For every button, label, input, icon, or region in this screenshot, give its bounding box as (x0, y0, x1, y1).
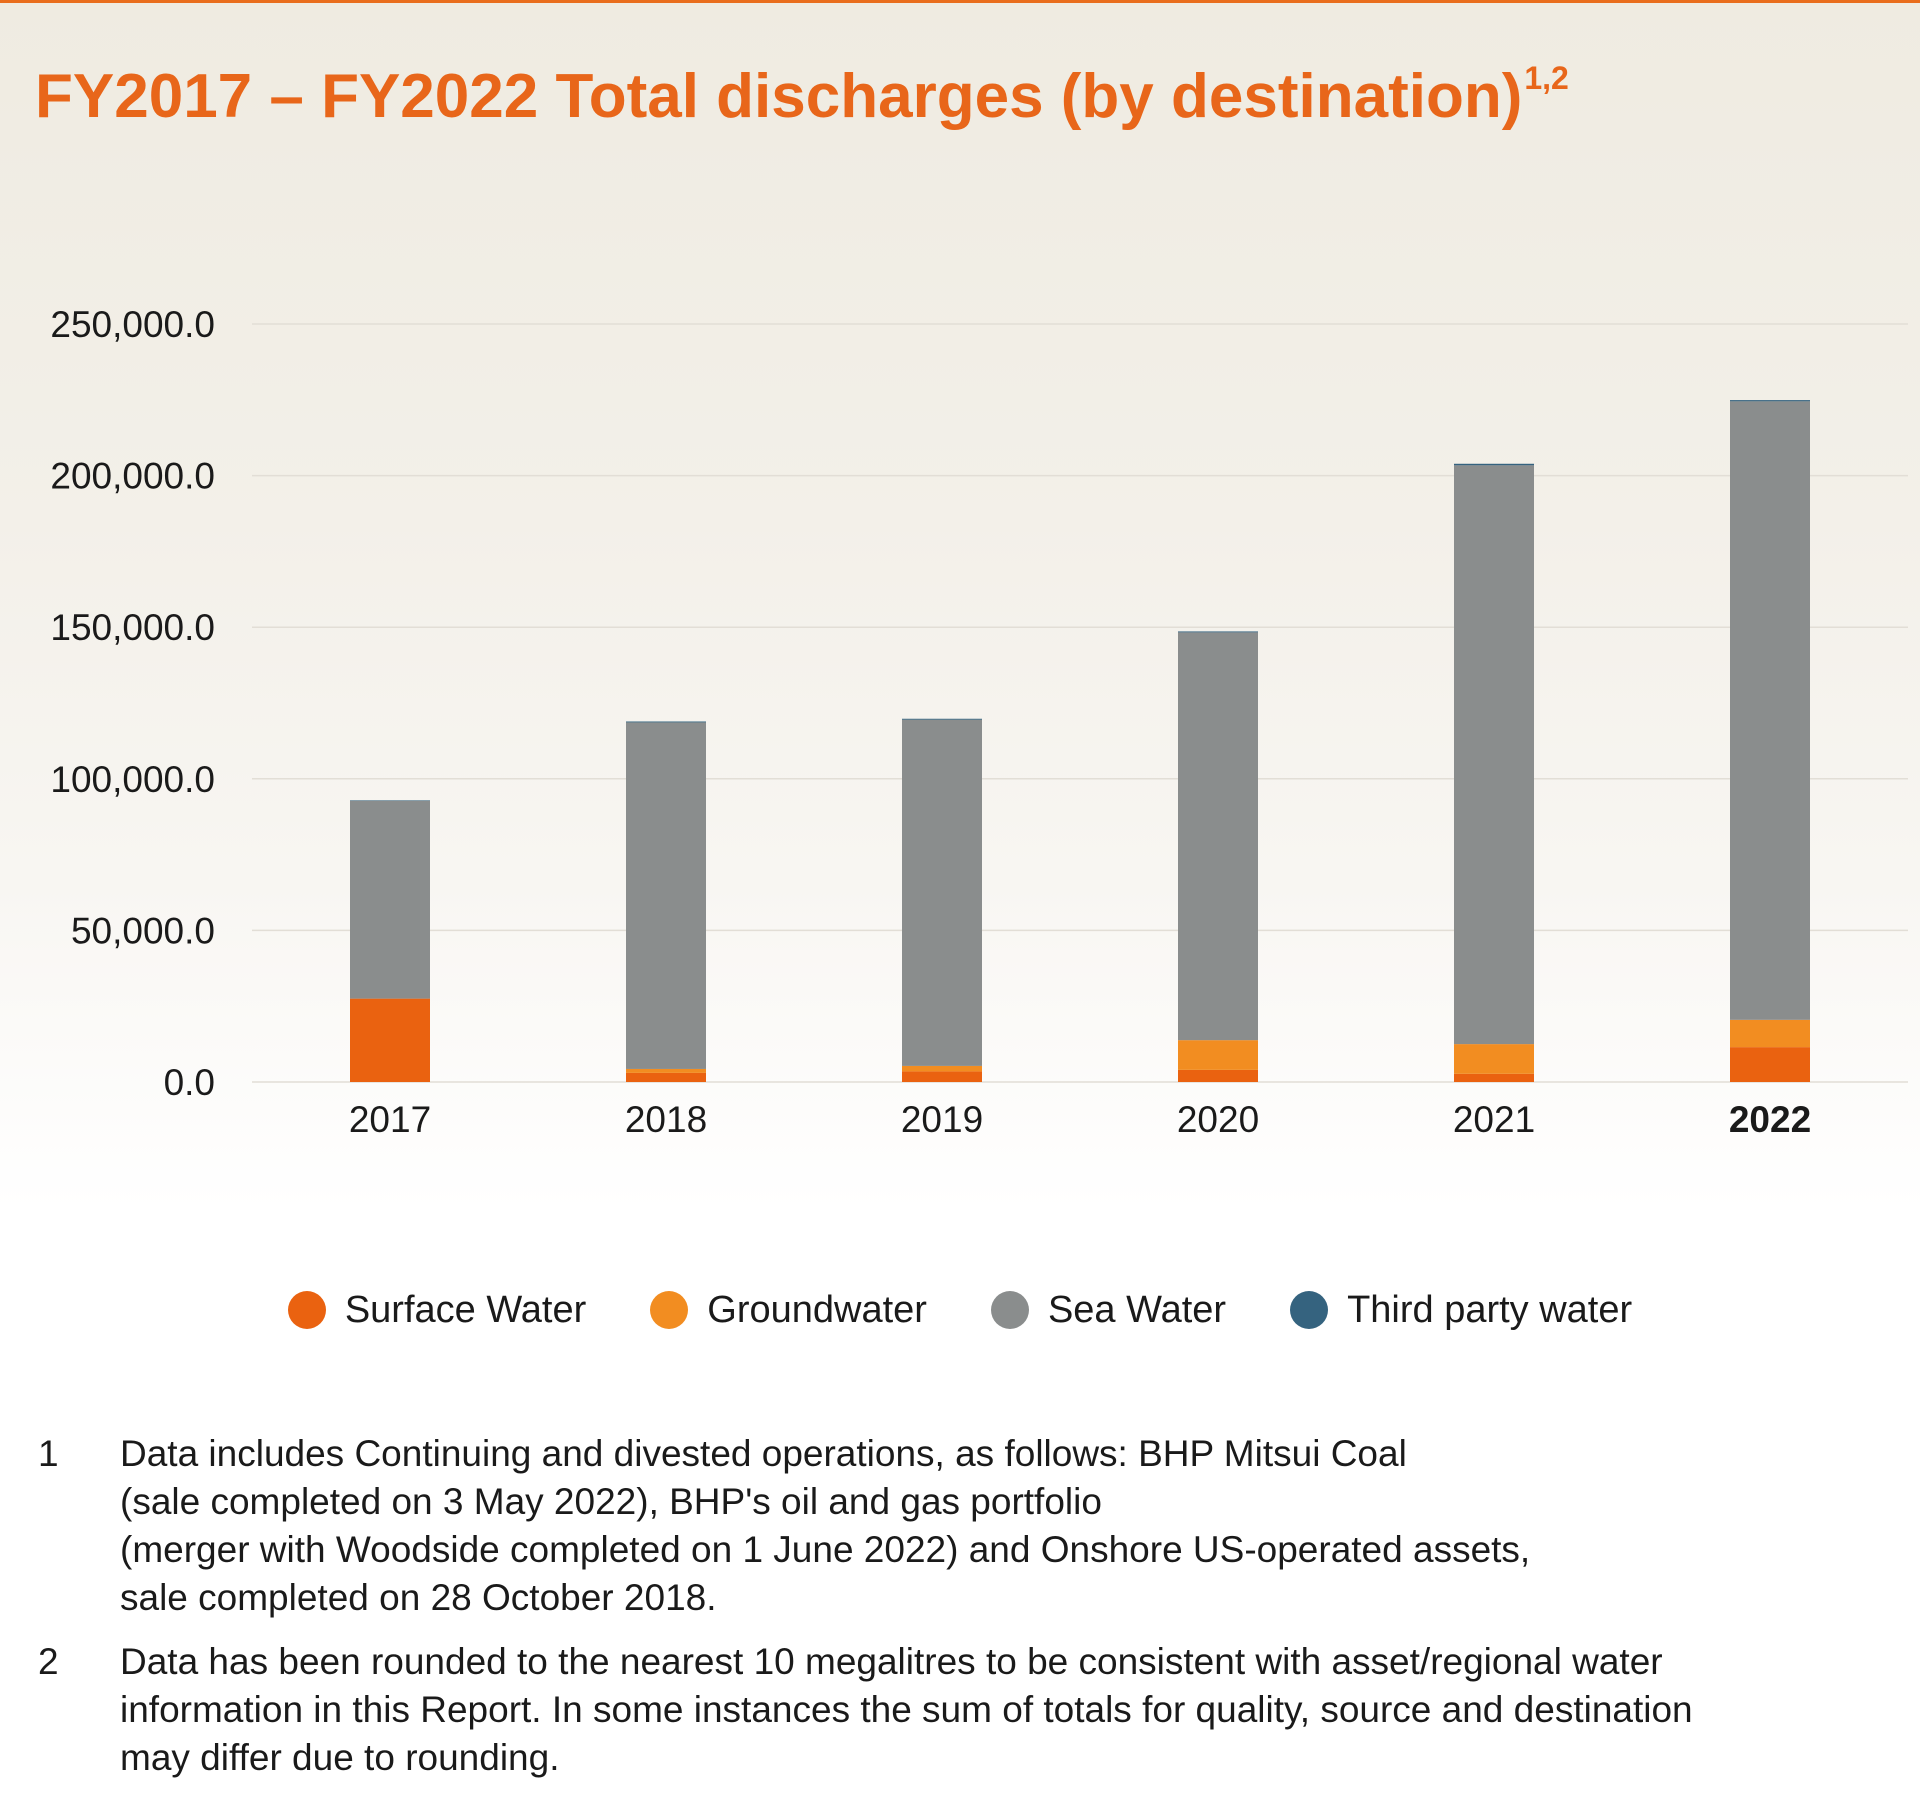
stacked-bar-chart: 0.0 50,000.0 100,000.0 150,000.0 200,000.0 25… (50, 304, 1908, 1140)
footnote-line: information in this Report. In some inst… (120, 1689, 1693, 1730)
footnote-line: sale completed on 28 October 2018. (120, 1577, 717, 1618)
bar-third-party-water-2017 (350, 800, 430, 801)
title-footnote-refs: 1,2 (1524, 60, 1569, 96)
legend-item: Sea Water (990, 1288, 1227, 1332)
legend-item: Surface Water (287, 1288, 587, 1332)
footnote-line: (merger with Woodside completed on 1 Jun… (120, 1529, 1531, 1570)
y-tick-label: 100,000.0 (50, 759, 215, 800)
legend-swatch (287, 1291, 326, 1329)
bar-third-party-water-2022 (1730, 400, 1810, 402)
bar-groundwater-2020 (1178, 1040, 1258, 1070)
x-tick-label-2020: 2020 (1177, 1099, 1259, 1140)
bar-third-party-water-2020 (1178, 631, 1258, 633)
legend-item: Third party water (1290, 1289, 1632, 1332)
y-tick-label: 50,000.0 (71, 910, 215, 951)
footnote-line: Data has been rounded to the nearest 10 … (120, 1641, 1663, 1682)
legend-item: Groundwater (650, 1289, 927, 1332)
x-tick-label-2018: 2018 (625, 1099, 707, 1140)
footnotes: 1 Data includes Continuing and divested o… (38, 1430, 1898, 1798)
footnote: 1 Data includes Continuing and divested o… (38, 1430, 1898, 1622)
footnote-line: Data includes Continuing and divested op… (120, 1433, 1407, 1474)
bar-groundwater-2022 (1730, 1019, 1810, 1048)
bar-groundwater-2021 (1454, 1044, 1534, 1074)
chart-title: FY2017 – FY2022 Total discharges (by des… (35, 38, 1569, 137)
x-tick-label-2019: 2019 (901, 1099, 983, 1140)
bar-sea-water-2018 (626, 722, 706, 1069)
legend: Surface Water Groundwater Sea Water Third p… (0, 1280, 1920, 1340)
bar-sea-water-2017 (350, 800, 430, 999)
legend-label: Surface Water (344, 1288, 587, 1331)
footnote-number: 1 (38, 1433, 59, 1474)
bar-surface-water-2018 (626, 1072, 706, 1082)
bar-sea-water-2020 (1178, 632, 1258, 1041)
legend-swatch (1290, 1291, 1329, 1329)
bar-surface-water-2017 (350, 998, 430, 1082)
footnote-text: Data has been rounded to the nearest 10 … (120, 1638, 1880, 1782)
bar-surface-water-2022 (1730, 1047, 1810, 1082)
x-tick-label-2021: 2021 (1453, 1099, 1535, 1140)
chart-title-text: FY2017 – FY2022 Total discharges (by des… (35, 62, 1523, 131)
legend-swatch (990, 1291, 1029, 1329)
footnote: 2 Data has been rounded to the nearest 10… (38, 1638, 1898, 1782)
bar-sea-water-2021 (1454, 465, 1534, 1045)
bar-third-party-water-2019 (902, 718, 982, 720)
legend-label: Sea Water (1047, 1288, 1227, 1331)
footnote-number: 2 (38, 1641, 59, 1682)
bar-third-party-water-2018 (626, 721, 706, 723)
footnote-line: (sale completed on 3 May 2022), BHP's oi… (120, 1481, 1102, 1522)
legend-label: Third party water (1347, 1288, 1633, 1331)
bar-groundwater-2019 (902, 1065, 982, 1072)
x-tick-label-2022: 2022 (1729, 1099, 1811, 1140)
bar-sea-water-2019 (902, 719, 982, 1066)
x-axis-ticks: 2017 2018 2019 2020 2021 2022 (349, 1099, 1811, 1140)
y-tick-label: 200,000.0 (50, 456, 215, 497)
gridlines (252, 323, 1908, 1083)
legend-label: Groundwater (707, 1288, 927, 1331)
top-rule (0, 0, 1920, 3)
bars (350, 400, 1810, 1082)
legend-swatch (650, 1291, 689, 1329)
bar-groundwater-2018 (626, 1068, 706, 1073)
footnote-text: Data includes Continuing and divested op… (120, 1430, 1880, 1622)
y-axis-ticks: 0.0 50,000.0 100,000.0 150,000.0 200,000.0 25… (50, 304, 215, 1103)
bar-surface-water-2021 (1454, 1073, 1534, 1082)
bar-third-party-water-2021 (1454, 463, 1534, 466)
bar-surface-water-2019 (902, 1071, 982, 1082)
footnote-line: may differ due to rounding. (120, 1737, 560, 1778)
bar-sea-water-2022 (1730, 401, 1810, 1020)
y-tick-label: 150,000.0 (50, 607, 215, 648)
y-tick-label: 250,000.0 (50, 304, 215, 345)
bar-surface-water-2020 (1178, 1069, 1258, 1082)
x-tick-label-2017: 2017 (349, 1099, 431, 1140)
y-tick-label: 0.0 (164, 1062, 215, 1103)
